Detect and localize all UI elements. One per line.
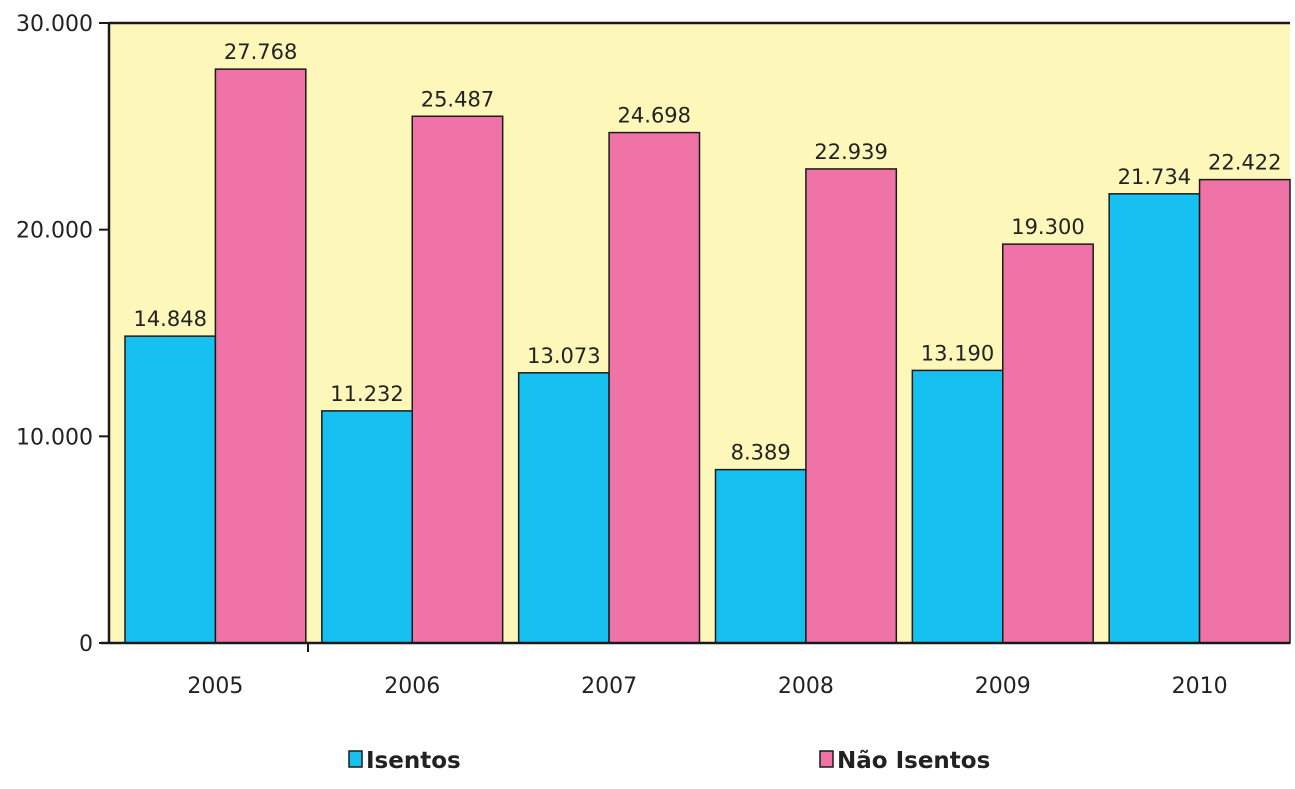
bars (124, 68, 1291, 644)
value-label-nao-isentos-2007: 24.698 (618, 104, 691, 128)
value-label-isentos-2009: 13.190 (921, 341, 994, 365)
bar-isentos-2010 (1108, 193, 1201, 644)
value-label-nao-isentos-2005: 27.768 (224, 40, 297, 64)
value-label-nao-isentos-2010: 22.422 (1208, 151, 1281, 175)
bar-nao-isentos-2006 (411, 115, 504, 644)
y-tick-label-20.000: 20.000 (16, 219, 93, 244)
bar-nao-isentos-2010 (1198, 178, 1291, 644)
bar-isentos-2009 (911, 369, 1004, 644)
legend-label-nao-isentos: Não Isentos (837, 748, 990, 774)
y-tick-label-0: 0 (79, 632, 93, 657)
x-tick-label-2005: 2005 (187, 674, 243, 699)
bar-nao-isentos-2009 (1002, 243, 1094, 644)
legend-swatch-isentos (348, 750, 363, 768)
legend-swatch-nao-isentos (819, 750, 834, 768)
y-tick-label-30.000: 30.000 (16, 12, 93, 37)
legend-label-isentos: Isentos (366, 748, 461, 774)
value-label-isentos-2005: 14.848 (133, 307, 206, 331)
value-label-isentos-2007: 13.073 (527, 344, 600, 368)
bar-isentos-2005 (124, 335, 217, 644)
value-label-isentos-2008: 8.389 (731, 441, 791, 465)
legend: Isentos Não Isentos (348, 748, 990, 774)
bar-nao-isentos-2008 (805, 168, 898, 644)
value-label-isentos-2006: 11.232 (330, 382, 403, 406)
bar-isentos-2007 (517, 372, 610, 644)
x-tick-label-2007: 2007 (581, 674, 637, 699)
bar-isentos-2008 (714, 468, 807, 644)
data-labels: 14.848 27.768 11.232 25.487 13.073 24.698 8.38… (133, 40, 1281, 464)
bar-nao-isentos-2007 (608, 131, 701, 644)
value-label-isentos-2010: 21.734 (1118, 165, 1191, 189)
x-tick-label-2010: 2010 (1172, 674, 1228, 699)
x-tick-label-2009: 2009 (975, 674, 1031, 699)
axes: 2005 2006 2007 2008 2009 2010 0 10.000 20.000 30.… (16, 12, 1290, 699)
bar-nao-isentos-2005 (214, 68, 307, 644)
value-label-nao-isentos-2006: 25.487 (421, 87, 494, 111)
value-label-nao-isentos-2009: 19.300 (1011, 215, 1084, 239)
x-tick-label-2008: 2008 (778, 674, 834, 699)
value-label-nao-isentos-2008: 22.939 (814, 140, 887, 164)
y-tick-label-10.000: 10.000 (16, 425, 93, 450)
bar-isentos-2006 (321, 410, 414, 644)
x-tick-label-2006: 2006 (384, 674, 440, 699)
